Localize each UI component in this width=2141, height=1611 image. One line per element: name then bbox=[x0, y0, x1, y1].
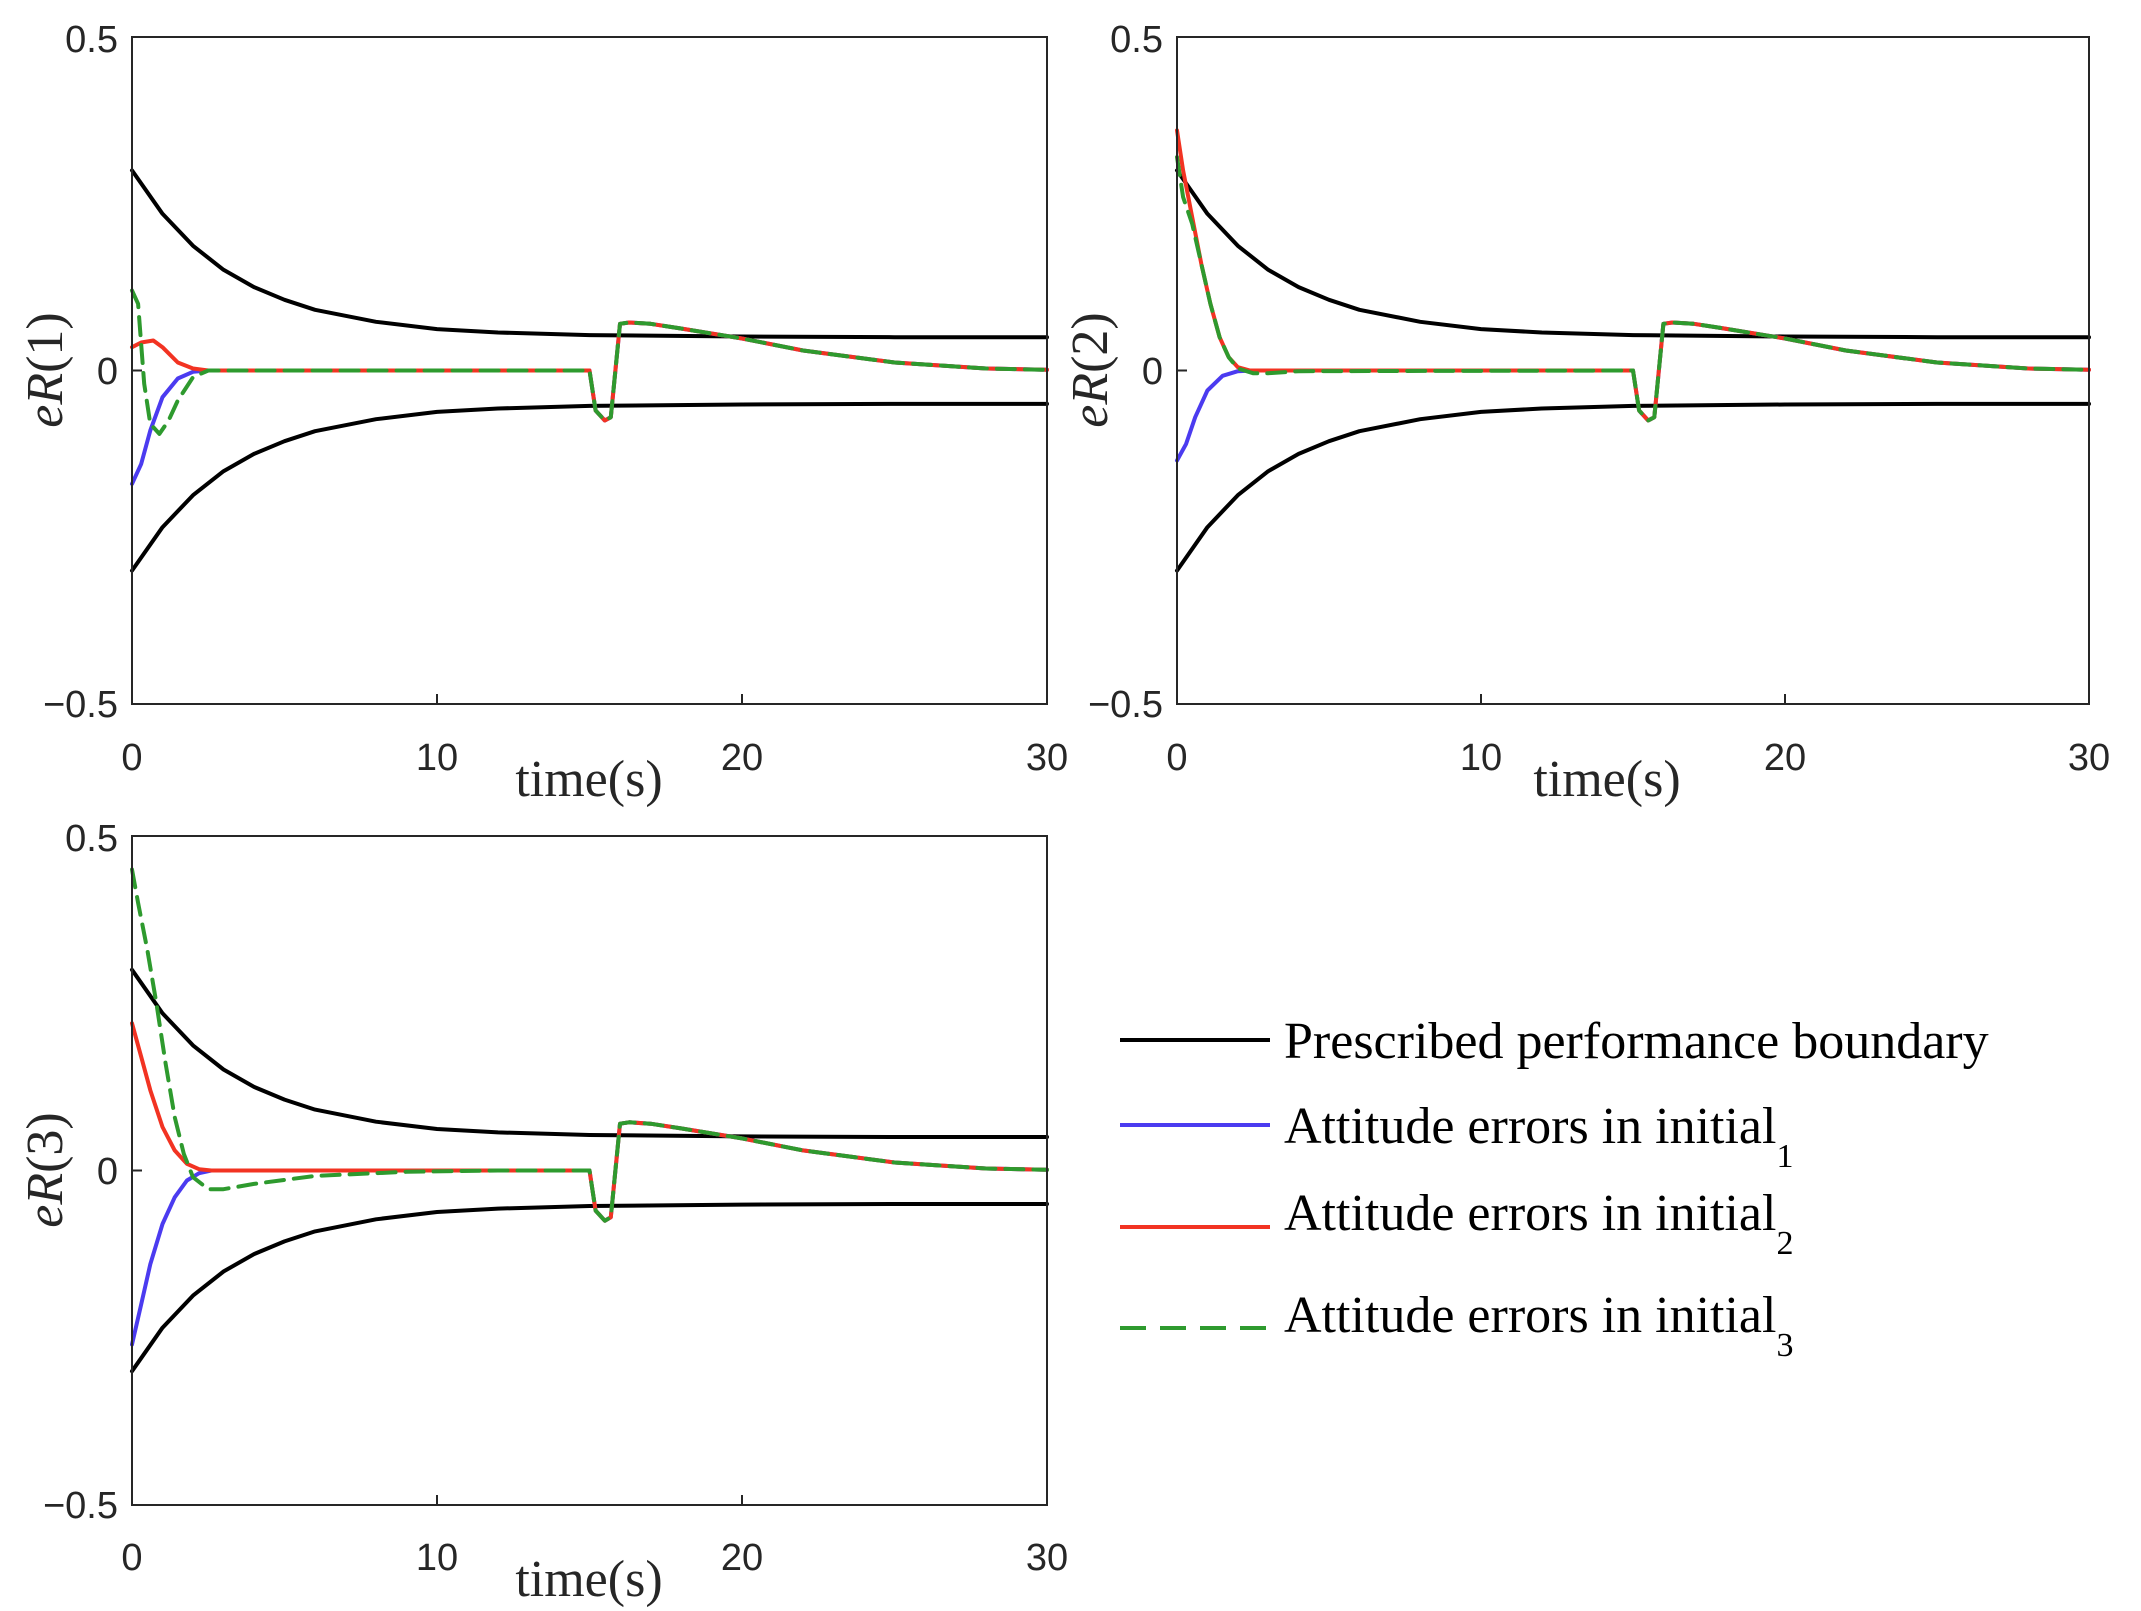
y-tick-label-zero: 0 bbox=[1142, 351, 1163, 393]
x-tick-label-10: 10 bbox=[416, 1537, 458, 1579]
legend-label-boundary: Prescribed performance boundary bbox=[1284, 1013, 1989, 1070]
legend-label-subscript: 1 bbox=[1776, 1138, 1793, 1175]
x-tick-label-0: 0 bbox=[1166, 737, 1187, 779]
legend: Prescribed performance boundary Attitude… bbox=[1120, 1013, 1989, 1364]
subplot-eR2: 0.5 0 −0.5 0 10 20 30 time(s) eR(2) bbox=[1062, 19, 2110, 808]
subplot-eR1: 0.5 0 −0.5 0 10 20 30 time(s) eR(1) bbox=[17, 19, 1068, 808]
y-axis-title-var: eR bbox=[1062, 373, 1119, 428]
series-line-boundary bbox=[130, 1202, 1049, 1374]
series-line-boundary bbox=[1175, 401, 2091, 573]
y-axis-title-var: eR bbox=[17, 373, 74, 428]
y-axis-title: eR(2) bbox=[1062, 312, 1119, 427]
legend-item-initial-2: Attitude errors in initial2 bbox=[1120, 1185, 1793, 1262]
x-axis-title: time(s) bbox=[1533, 751, 1680, 808]
y-tick-label-top: 0.5 bbox=[65, 19, 118, 61]
y-tick-label-bottom: −0.5 bbox=[43, 1485, 118, 1527]
tick-layer bbox=[131, 835, 1048, 1506]
x-tick-label-0: 0 bbox=[121, 737, 142, 779]
y-tick-label-top: 0.5 bbox=[65, 818, 118, 860]
x-tick-label-10: 10 bbox=[1460, 737, 1502, 779]
series-line-initial-3 bbox=[1175, 155, 2091, 423]
x-tick-label-20: 20 bbox=[1764, 737, 1806, 779]
y-tick-label-bottom: −0.5 bbox=[43, 684, 118, 726]
y-tick-label-bottom: −0.5 bbox=[1088, 684, 1163, 726]
series-layer bbox=[130, 867, 1049, 1374]
x-tick-label-20: 20 bbox=[721, 737, 763, 779]
y-axis-title-arg: (1) bbox=[17, 312, 74, 373]
x-tick-label-30: 30 bbox=[2068, 737, 2110, 779]
legend-label-text: Attitude errors in initial bbox=[1284, 1098, 1776, 1155]
series-layer bbox=[130, 168, 1049, 573]
x-axis-title: time(s) bbox=[515, 1551, 662, 1608]
y-tick-label-top: 0.5 bbox=[1110, 19, 1163, 61]
y-axis-title: eR(3) bbox=[17, 1112, 74, 1227]
series-line-boundary bbox=[130, 401, 1049, 573]
x-tick-label-30: 30 bbox=[1026, 737, 1068, 779]
tick-layer bbox=[1176, 36, 2090, 705]
legend-label-subscript: 2 bbox=[1776, 1225, 1793, 1262]
y-tick-label-zero: 0 bbox=[97, 351, 118, 393]
y-axis-title-var: eR bbox=[17, 1173, 74, 1228]
y-axis-title-arg: (3) bbox=[17, 1112, 74, 1173]
legend-label-text: Prescribed performance boundary bbox=[1284, 1013, 1989, 1070]
x-axis-title: time(s) bbox=[515, 751, 662, 808]
legend-label-initial-2: Attitude errors in initial2 bbox=[1284, 1185, 1793, 1262]
series-layer bbox=[1175, 128, 2091, 573]
tick-layer bbox=[131, 36, 1048, 705]
y-axis-title: eR(1) bbox=[17, 312, 74, 427]
x-tick-label-10: 10 bbox=[416, 737, 458, 779]
x-tick-label-0: 0 bbox=[121, 1537, 142, 1579]
series-line-initial-3 bbox=[130, 867, 1049, 1223]
legend-item-initial-1: Attitude errors in initial1 bbox=[1120, 1098, 1793, 1175]
legend-label-initial-1: Attitude errors in initial1 bbox=[1284, 1098, 1793, 1175]
y-tick-label-zero: 0 bbox=[97, 1151, 118, 1193]
legend-label-text: Attitude errors in initial bbox=[1284, 1185, 1776, 1242]
legend-item-boundary: Prescribed performance boundary bbox=[1120, 1013, 1989, 1070]
subplot-eR3: 0.5 0 −0.5 0 10 20 30 time(s) eR(3) bbox=[17, 818, 1068, 1608]
series-line-initial-3 bbox=[130, 288, 1049, 436]
legend-label-text: Attitude errors in initial bbox=[1284, 1287, 1776, 1344]
y-axis-title-arg: (2) bbox=[1062, 312, 1119, 373]
legend-label-subscript: 3 bbox=[1776, 1327, 1793, 1364]
legend-label-initial-3: Attitude errors in initial3 bbox=[1284, 1287, 1793, 1364]
legend-item-initial-3: Attitude errors in initial3 bbox=[1120, 1287, 1793, 1364]
x-tick-label-20: 20 bbox=[721, 1537, 763, 1579]
x-tick-label-30: 30 bbox=[1026, 1537, 1068, 1579]
